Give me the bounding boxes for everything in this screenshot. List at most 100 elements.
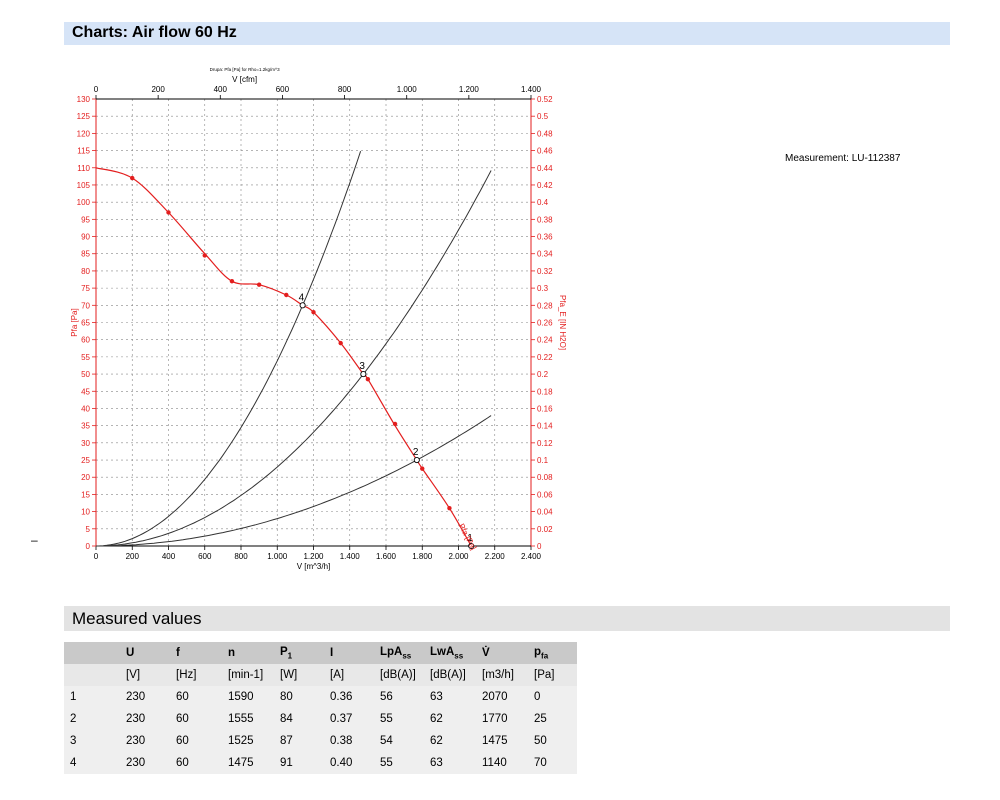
data-point-marker [130, 175, 135, 181]
unit-cell [64, 664, 120, 686]
y2-tick-label: 0.1 [537, 456, 549, 465]
table-units-row: [V] [Hz] [min-1] [W] [A] [dB(A)] [dB(A)] [m3/h]… [64, 664, 577, 686]
x2-tick-label: 400 [214, 85, 228, 94]
y2-tick-label: 0.18 [537, 387, 553, 396]
x-tick-label: 2.000 [448, 552, 469, 561]
y-tick-label: 25 [81, 456, 90, 465]
unit-cell: [A] [330, 669, 345, 681]
table-cell: 84 [280, 713, 293, 725]
y2-tick-label: 0.46 [537, 147, 553, 156]
page-title: Charts: Air flow 60 Hz [72, 24, 237, 41]
y2-tick-label: 0.52 [537, 95, 553, 104]
table-cell: 230 [126, 757, 146, 769]
table-cell: 60 [176, 691, 189, 703]
y-tick-label: 60 [81, 336, 90, 345]
y2-tick-label: 0.24 [537, 336, 553, 345]
x2-tick-label: 1.400 [521, 85, 542, 94]
table-cell: 1475 [482, 735, 508, 747]
table-row: 3 230 60 1525 87 0.38 54 62 1475 50 [64, 730, 577, 752]
table-cell: 0.40 [330, 757, 353, 769]
table-cell: 80 [280, 691, 293, 703]
table-cell: 63 [430, 757, 443, 769]
table-cell: 60 [176, 713, 189, 725]
x2-tick-label: 200 [151, 85, 165, 94]
y2-tick-label: 0.06 [537, 490, 553, 499]
table-cell: 87 [280, 735, 293, 747]
y2-tick-label: 0.16 [537, 404, 553, 413]
x-tick-label: 400 [162, 552, 176, 561]
data-point-marker [392, 421, 398, 427]
chart-title-bar: Charts: Air flow 60 Hz [64, 22, 950, 45]
x-axis-label: V [m^3/h] [297, 562, 331, 571]
x-tick-label: 0 [94, 552, 99, 561]
measured-values-title: Measured values [72, 609, 202, 628]
data-point-marker [166, 210, 171, 215]
unit-cell: [W] [280, 669, 298, 681]
operating-point-marker [360, 371, 367, 378]
table-row: 2 230 60 1555 84 0.37 55 62 1770 25 [64, 708, 577, 730]
data-point-marker [284, 292, 289, 298]
table-cell: 0 [534, 691, 541, 703]
column-header [64, 642, 120, 664]
x2-tick-label: 1.000 [397, 85, 418, 94]
y2-axis-label: Pfa_E [IN H2O] [558, 295, 567, 350]
table-cell: 55 [380, 757, 393, 769]
x-tick-label: 1.600 [376, 552, 397, 561]
unit-cell: [Hz] [176, 669, 197, 681]
y2-tick-label: 0.12 [537, 439, 553, 448]
x2-axis-label: V [cfm] [232, 75, 257, 84]
x-tick-label: 800 [234, 552, 248, 561]
table-cell: 60 [176, 735, 189, 747]
table-row: 1 230 60 1590 80 0.36 56 63 2070 0 [64, 686, 577, 708]
x2-tick-label: 800 [338, 85, 352, 94]
table-cell: 2 [70, 713, 77, 725]
data-point-marker [365, 377, 371, 382]
table-cell: 4 [70, 757, 77, 769]
y-tick-label: 90 [81, 233, 90, 242]
x-tick-label: 600 [198, 552, 212, 561]
table-cell: 70 [534, 757, 547, 769]
data-point-marker [420, 466, 425, 471]
data-point-marker [229, 279, 235, 284]
y-tick-label: 95 [81, 215, 90, 224]
unit-cell: [dB(A)] [430, 669, 466, 681]
table-cell: 0.37 [330, 713, 353, 725]
y-tick-label: 110 [77, 164, 90, 173]
operating-point-label: 2 [413, 447, 419, 458]
fan-curve-chart: 0 200 400 600 800 1.000 1.200 1.400 1.600 1.800 2.… [70, 67, 567, 571]
table-cell: 62 [430, 735, 443, 747]
column-header: U [120, 642, 170, 664]
dash-mark: – [31, 533, 38, 547]
y-tick-label: 50 [81, 370, 90, 379]
y-tick-label: 0 [86, 542, 91, 551]
unit-cell: [m3/h] [482, 669, 514, 681]
x2-tick-label: 1.200 [459, 85, 480, 94]
operating-point-marker [299, 302, 306, 309]
table-cell: 55 [380, 713, 393, 725]
y-tick-label: 80 [81, 267, 90, 276]
data-point-marker [256, 282, 262, 287]
column-header: I [324, 642, 374, 664]
chart-subtitle: Drupa: Pfa [Pa] for Rho=1.2kg/m^3 [210, 67, 281, 72]
y2-tick-label: 0.34 [537, 250, 553, 259]
x2-tick-label: 600 [276, 85, 290, 94]
table-cell: 230 [126, 735, 146, 747]
y2-tick-label: 0.36 [537, 233, 553, 242]
unit-cell: [min-1] [228, 669, 264, 681]
operating-point-label: 3 [359, 361, 365, 372]
x2-tick-label: 0 [94, 85, 99, 94]
y-tick-label: 105 [77, 181, 91, 190]
y-tick-label: 130 [77, 95, 91, 104]
table-cell: 54 [380, 735, 393, 747]
y2-tick-label: 0 [537, 542, 542, 551]
y2-tick-label: 0.48 [537, 129, 553, 138]
table-cell: 230 [126, 713, 146, 725]
y2-tick-label: 0.3 [537, 284, 549, 293]
operating-point-label: 1 [467, 533, 473, 544]
y2-tick-label: 0.4 [537, 198, 549, 207]
x-tick-label: 2.200 [485, 552, 506, 561]
table-cell: 25 [534, 713, 547, 725]
system-curve-1 [95, 151, 362, 547]
measurement-label: Measurement: LU-112387 [785, 153, 901, 164]
